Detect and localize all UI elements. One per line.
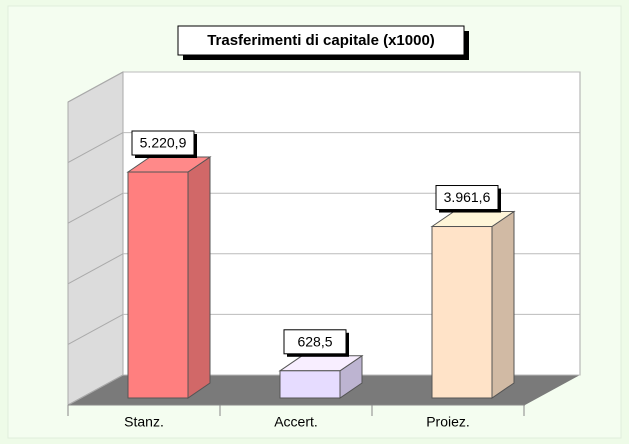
bar-side <box>187 156 211 399</box>
value-label: 3.961,6 <box>444 189 491 205</box>
bar-side <box>491 210 515 399</box>
grid-line <box>67 374 124 406</box>
value-label-box <box>283 329 347 355</box>
left-wall <box>67 71 124 406</box>
x-tick-label: Stanz. <box>124 414 164 430</box>
x-tick-label: Proiez. <box>426 414 470 430</box>
title-box <box>177 25 465 56</box>
x-tick-label: Accert. <box>274 414 318 430</box>
bar <box>279 370 341 399</box>
value-label: 628,5 <box>297 333 332 349</box>
bar <box>127 171 189 399</box>
value-label: 5.220,9 <box>140 135 187 151</box>
value-label-box <box>435 185 499 211</box>
grid-line <box>67 253 124 285</box>
grid-line <box>67 192 124 224</box>
chart-title: Trasferimenti di capitale (x1000) <box>207 32 435 49</box>
value-label-box <box>131 130 195 156</box>
grid-line <box>67 132 124 164</box>
grid-line <box>67 313 124 345</box>
grid-line <box>67 71 124 103</box>
bar <box>431 226 493 399</box>
